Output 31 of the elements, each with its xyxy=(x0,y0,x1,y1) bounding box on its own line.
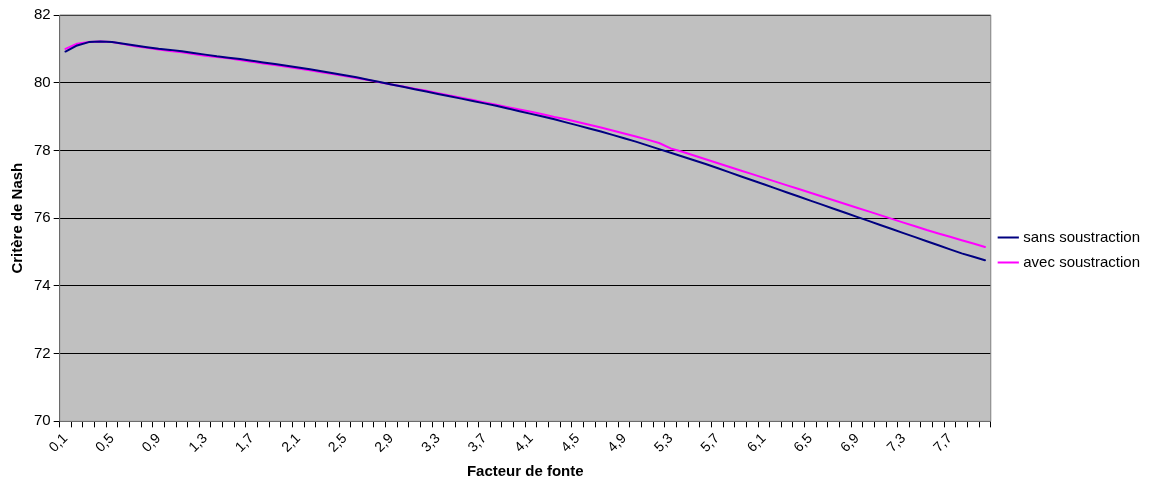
x-tick-label: 2,1 xyxy=(278,429,304,455)
legend-label: avec soustraction xyxy=(1023,252,1141,270)
y-axis-title: Critère de Nash xyxy=(8,162,26,274)
x-tick-label: 3,7 xyxy=(464,429,490,455)
x-tick-label: 7,7 xyxy=(929,429,956,455)
x-tick-label: 1,7 xyxy=(231,429,257,455)
y-tick-label: 78 xyxy=(34,140,51,158)
y-tick-label: 70 xyxy=(34,411,51,429)
y-tick-label: 72 xyxy=(34,343,51,361)
x-tick-label: 4,1 xyxy=(510,429,537,455)
y-tick-label: 82 xyxy=(34,5,51,23)
x-tick-label: 2,9 xyxy=(371,429,397,455)
x-tick-label: 6,1 xyxy=(743,429,769,455)
y-tick-label: 76 xyxy=(34,208,51,226)
legend-label: sans soustraction xyxy=(1023,227,1141,245)
x-tick-label: 0,9 xyxy=(138,429,164,455)
x-tick-label: 6,9 xyxy=(836,429,862,455)
x-tick-label: 7,3 xyxy=(883,429,909,455)
x-tick-label: 2,5 xyxy=(324,429,350,455)
x-tick-label: 5,3 xyxy=(650,429,676,455)
x-tick-label: 6,5 xyxy=(790,429,816,455)
x-tick-label: 4,9 xyxy=(603,429,630,455)
x-tick-label: 5,7 xyxy=(697,429,723,455)
y-tick-label: 80 xyxy=(34,72,51,90)
y-tick-label: 74 xyxy=(34,276,51,294)
x-tick-label: 4,5 xyxy=(557,429,583,455)
x-tick-label: 0,5 xyxy=(91,429,118,455)
x-axis-title: Facteur de fonte xyxy=(466,462,584,480)
x-tick-label: 1,3 xyxy=(184,429,211,455)
x-tick-label: 0,1 xyxy=(45,429,71,455)
x-tick-label: 3,3 xyxy=(417,429,443,455)
